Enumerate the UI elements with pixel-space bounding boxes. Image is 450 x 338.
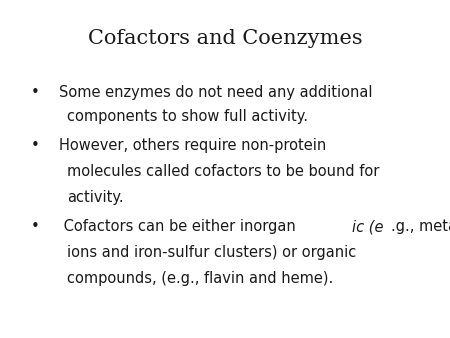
Text: •: • — [31, 138, 39, 153]
Text: Cofactors can be either inorgan: Cofactors can be either inorgan — [58, 219, 296, 234]
Text: Cofactors and Coenzymes: Cofactors and Coenzymes — [88, 29, 362, 48]
Text: molecules called cofactors to be bound for: molecules called cofactors to be bound f… — [68, 164, 380, 179]
Text: However, others require non-protein: However, others require non-protein — [58, 138, 326, 153]
Text: components to show full activity.: components to show full activity. — [68, 109, 308, 124]
Text: .g., metal: .g., metal — [391, 219, 450, 234]
Text: ic (e: ic (e — [352, 219, 383, 234]
Text: Some enzymes do not need any additional: Some enzymes do not need any additional — [58, 84, 372, 100]
Text: compounds, (e.g., flavin and heme).: compounds, (e.g., flavin and heme). — [68, 271, 333, 286]
Text: •: • — [31, 84, 39, 100]
Text: activity.: activity. — [68, 190, 124, 205]
Text: ions and iron-sulfur clusters) or organic: ions and iron-sulfur clusters) or organi… — [68, 245, 356, 260]
Text: •: • — [31, 219, 39, 234]
